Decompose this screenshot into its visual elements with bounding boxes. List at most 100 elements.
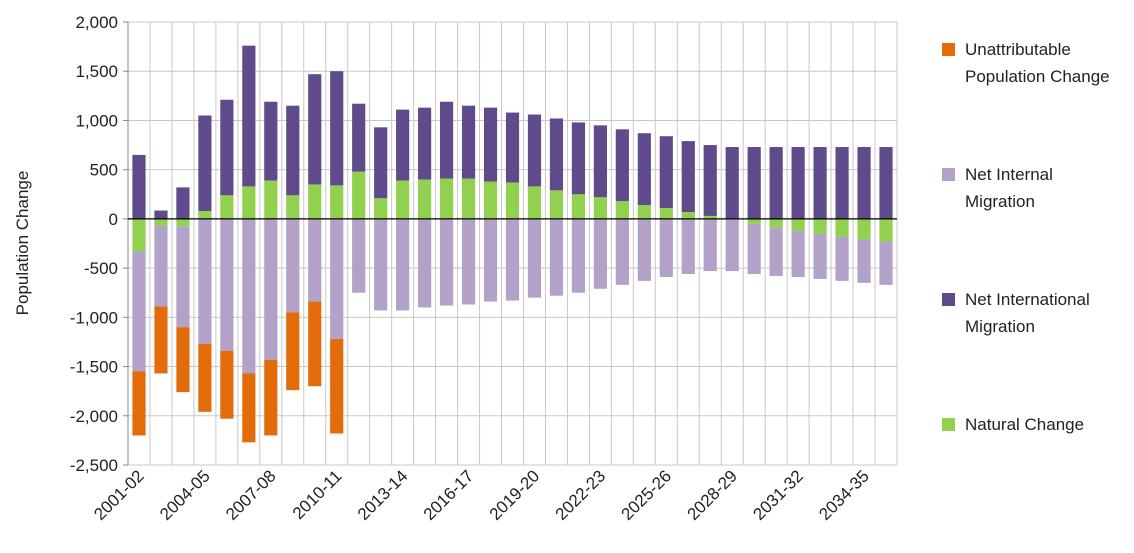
bar-segment (264, 359, 278, 436)
bar-segment (791, 230, 805, 277)
bar-segment (703, 218, 717, 272)
x-tick-label: 2016-17 (420, 466, 478, 524)
bar-segment (659, 136, 673, 209)
x-tick-label: 2007-08 (222, 466, 280, 524)
bar-segment (330, 185, 344, 219)
bar-segment (154, 218, 168, 226)
bar-segment (549, 190, 564, 219)
x-tick-label: 2010-11 (289, 466, 346, 523)
bar-segment (725, 218, 739, 272)
bar-segment (439, 101, 454, 179)
bar-segment (352, 218, 366, 293)
bar-segment (308, 218, 322, 302)
bar-segment (418, 107, 432, 180)
bar-segment (198, 115, 212, 212)
bar-segment (374, 127, 388, 199)
bar-segment (879, 147, 893, 219)
bar-segment (681, 141, 695, 212)
legend-item: Net Internal Migration (942, 161, 1125, 215)
bar-segment (198, 218, 212, 344)
bar-segment (396, 180, 410, 219)
bar-segment (593, 125, 607, 198)
bar-segment (176, 218, 190, 227)
bar-segment (242, 45, 256, 187)
bar-segment (681, 218, 695, 275)
bar-segment (637, 218, 651, 281)
y-tick-label: 500 (90, 161, 118, 180)
bar-segment (308, 184, 322, 219)
bar-segment (747, 147, 761, 219)
bar-segment (549, 218, 564, 296)
bar-segment (483, 218, 498, 302)
bar-segment (132, 251, 146, 372)
bar-segment (571, 194, 586, 219)
bar-segment (791, 218, 805, 231)
x-tick-label: 2034-35 (815, 466, 873, 524)
bar-segment (571, 218, 586, 293)
y-tick-label: -2,000 (70, 407, 118, 426)
bar-segment (483, 181, 498, 219)
bar-segment (132, 218, 146, 252)
bar-segment (813, 233, 827, 279)
bar-segment (242, 186, 256, 219)
bar-segment (637, 133, 651, 206)
bar-segment (220, 350, 234, 419)
bar-segment (637, 205, 651, 219)
bar-segment (396, 218, 410, 311)
bar-segment (857, 239, 871, 283)
bar-segment (374, 198, 388, 219)
bar-segment (725, 147, 739, 219)
bar-segment (769, 147, 783, 219)
bar-segment (220, 195, 234, 219)
bar-segment (593, 197, 607, 219)
legend-swatch (942, 293, 955, 306)
bar-segment (330, 338, 344, 434)
bar-segment (527, 218, 542, 298)
bar-segment (286, 195, 300, 219)
bar-segment (703, 145, 717, 216)
y-axis-title: Population Change (13, 171, 32, 316)
bar-segment (176, 187, 190, 219)
bar-segment (264, 218, 278, 360)
bar-segment (505, 218, 520, 301)
x-tick-label: 2004-05 (156, 466, 214, 524)
bar-segment (264, 101, 278, 181)
bar-segment (813, 218, 827, 234)
bar-segment (220, 218, 234, 351)
y-tick-label: 1,500 (75, 62, 118, 81)
bar-segment (418, 179, 432, 219)
bar-segment (374, 218, 388, 311)
bar-segment (483, 107, 498, 182)
bar-segment (154, 210, 168, 219)
bar-segment (154, 306, 168, 374)
bar-segment (571, 122, 586, 195)
bar-segment (461, 178, 476, 219)
bar-segment (527, 186, 542, 219)
bar-segment (593, 218, 607, 289)
bar-segment (198, 343, 212, 412)
bar-segment (791, 147, 805, 219)
y-tick-label: 1,000 (75, 111, 118, 130)
bar-segment (132, 154, 146, 219)
x-tick-label: 2028-29 (683, 466, 741, 524)
bar-segment (703, 215, 717, 219)
legend-item: Unattributable Population Change (942, 36, 1125, 90)
bar-segment (747, 218, 761, 224)
x-tick-label: 2022-23 (552, 466, 610, 524)
bar-segment (330, 71, 344, 186)
bar-segment (286, 105, 300, 196)
bar-segment (857, 147, 871, 219)
bar-segment (396, 109, 410, 181)
y-tick-label: 2,000 (75, 13, 118, 32)
legend-label: Unattributable Population Change (965, 40, 1110, 86)
legend-swatch (942, 418, 955, 431)
bar-segment (439, 218, 454, 306)
bar-segment (549, 118, 564, 191)
bar-segment (615, 129, 629, 202)
bar-segment (242, 218, 256, 374)
y-tick-label: 0 (109, 210, 118, 229)
bar-segment (879, 218, 893, 242)
bar-segment (769, 227, 783, 276)
y-tick-label: -1,500 (70, 358, 118, 377)
bar-segment (527, 114, 542, 187)
